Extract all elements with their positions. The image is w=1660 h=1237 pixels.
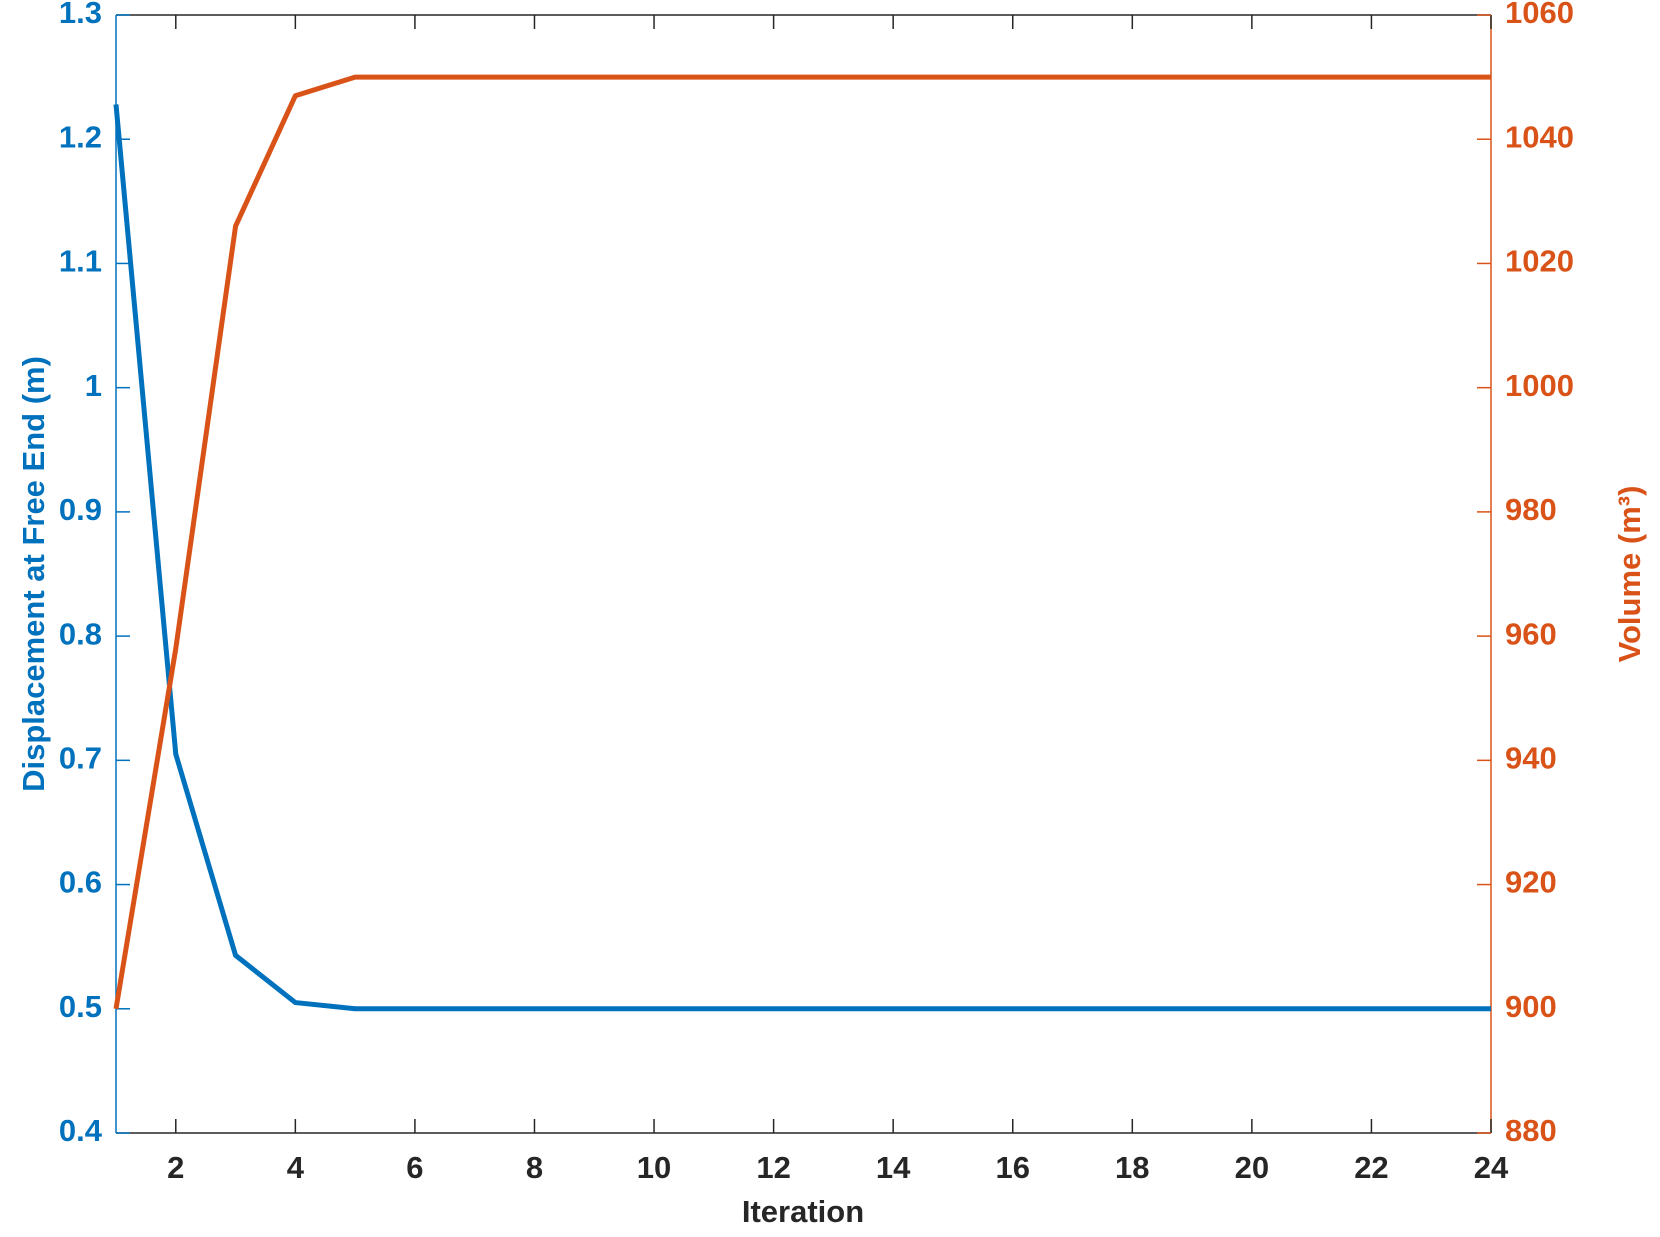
x-axis-label: Iteration [742, 1194, 864, 1229]
y2-tick-label: 960 [1505, 616, 1557, 651]
y2-axis-label: Volume (m³) [1612, 486, 1647, 663]
y-tick-label: 1.3 [59, 0, 102, 30]
y2-tick-label: 1020 [1505, 244, 1574, 279]
x-tick-label: 14 [876, 1150, 911, 1185]
x-tick-label: 24 [1474, 1150, 1509, 1185]
x-tick-label: 6 [406, 1150, 423, 1185]
y-axis-label: Displacement at Free End (m) [16, 356, 51, 792]
series-line [113, 104, 1491, 1012]
y2-tick-label: 1060 [1505, 0, 1574, 30]
x-tick-label: 16 [995, 1150, 1029, 1185]
x-tick-label: 20 [1235, 1150, 1269, 1185]
y-tick-label: 0.4 [59, 1113, 103, 1148]
series-line [113, 74, 1491, 1010]
y-tick-label: 0.6 [59, 865, 102, 900]
y2-tick-label: 940 [1505, 741, 1557, 776]
y-tick-label: 1.1 [59, 244, 102, 279]
x-tick-label: 8 [526, 1150, 543, 1185]
y2-tick-label: 920 [1505, 865, 1557, 900]
y2-tick-label: 880 [1505, 1113, 1557, 1148]
x-tick-label: 10 [637, 1150, 671, 1185]
x-tick-label: 12 [756, 1150, 790, 1185]
y-tick-label: 0.9 [59, 492, 102, 527]
x-tick-label: 22 [1354, 1150, 1388, 1185]
y2-tick-label: 1040 [1505, 119, 1574, 154]
y-tick-label: 1 [85, 368, 102, 403]
y-tick-label: 0.7 [59, 741, 102, 776]
y2-tick-label: 900 [1505, 989, 1557, 1024]
x-tick-label: 4 [287, 1150, 305, 1185]
y2-tick-label: 980 [1505, 492, 1557, 527]
y-tick-label: 0.5 [59, 989, 102, 1024]
y-tick-label: 0.8 [59, 616, 102, 651]
x-tick-label: 2 [167, 1150, 184, 1185]
y2-tick-label: 1000 [1505, 368, 1574, 403]
x-tick-label: 18 [1115, 1150, 1149, 1185]
y-tick-label: 1.2 [59, 119, 102, 154]
